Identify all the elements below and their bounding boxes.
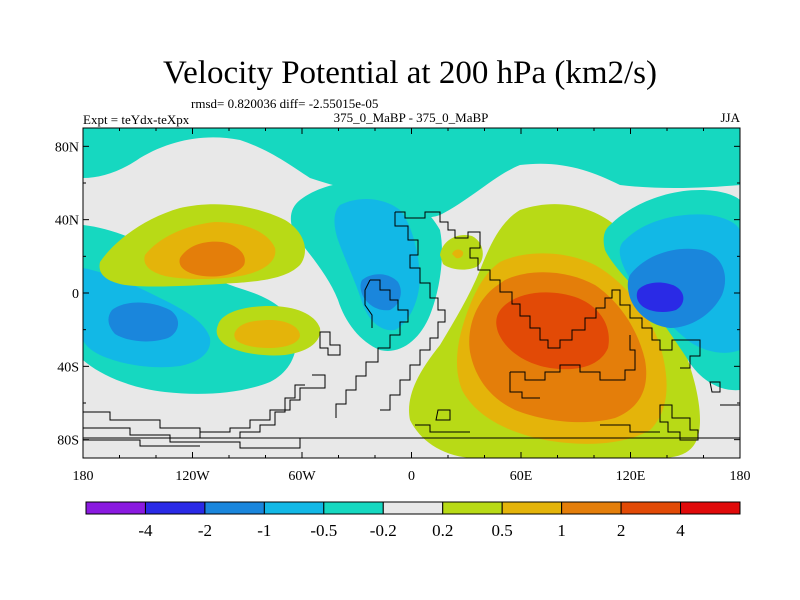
x-tick-label: 0 (408, 469, 415, 484)
stats-line: rmsd= 0.820036 diff= -2.55015e-05 (191, 96, 378, 111)
colorbar-label: -0.2 (370, 521, 397, 540)
colorbar: -4 -2 -1 -0.5 -0.2 0.2 0.5 1 2 4 (85, 501, 741, 540)
colorbar-label: -4 (138, 521, 153, 540)
season-label: JJA (720, 110, 740, 125)
colorbar-swatch (561, 501, 622, 515)
contour-indian-positive-core (496, 292, 609, 370)
contour-pacific-negative-core (108, 302, 179, 342)
colorbar-swatch (85, 501, 146, 515)
colorbar-swatch (204, 501, 265, 515)
x-tick-label: 180 (73, 469, 94, 484)
contour-map (83, 128, 740, 458)
colorbar-label: -0.5 (310, 521, 337, 540)
colorbar-label: -2 (198, 521, 212, 540)
x-tick-label: 120E (616, 469, 646, 484)
coastlines (83, 211, 740, 449)
contour-arabia-positive-core (452, 249, 464, 259)
colorbar-swatch (263, 501, 325, 515)
colorbar-swatch (323, 501, 384, 515)
colorbar-label: 0.2 (432, 521, 453, 540)
y-tick-label: 80S (57, 434, 79, 449)
colorbar-swatch (442, 501, 503, 515)
colorbar-label: 4 (676, 521, 685, 540)
x-tick-label: 60W (288, 469, 316, 484)
x-tick-label: 180 (730, 469, 751, 484)
contour-pacific-south-positive-mid (234, 320, 300, 348)
colorbar-swatch (501, 501, 563, 515)
colorbar-swatch (680, 501, 741, 515)
y-tick-label: 80N (55, 140, 79, 155)
contour-pacific-north-positive-core (179, 241, 245, 277)
contour-wpacific-negative-core (636, 282, 684, 313)
y-tick-label: 40N (55, 214, 79, 229)
y-tick-label: 0 (72, 287, 79, 302)
comparison-label: 375_0_MaBP - 375_0_MaBP (334, 110, 489, 125)
y-tick-label: 40S (57, 360, 79, 375)
axes: 180 120W 60W 0 60E 120E 180 80N 40N 0 40S 80S (55, 128, 751, 484)
colorbar-label: 2 (617, 521, 626, 540)
colorbar-label: 0.5 (492, 521, 513, 540)
contour-north-negative-band (83, 128, 740, 218)
colorbar-swatch (382, 501, 444, 515)
x-tick-label: 120W (175, 469, 210, 484)
x-tick-label: 60E (510, 469, 533, 484)
colorbar-label: 1 (557, 521, 566, 540)
contour-atlantic-negative-core (360, 274, 401, 311)
colorbar-label: -1 (257, 521, 271, 540)
chart-title: Velocity Potential at 200 hPa (km2/s) (163, 55, 657, 91)
colorbar-swatch (144, 501, 206, 515)
experiment-label: Expt = teYdx-teXpx (83, 112, 190, 127)
colorbar-swatch (620, 501, 682, 515)
